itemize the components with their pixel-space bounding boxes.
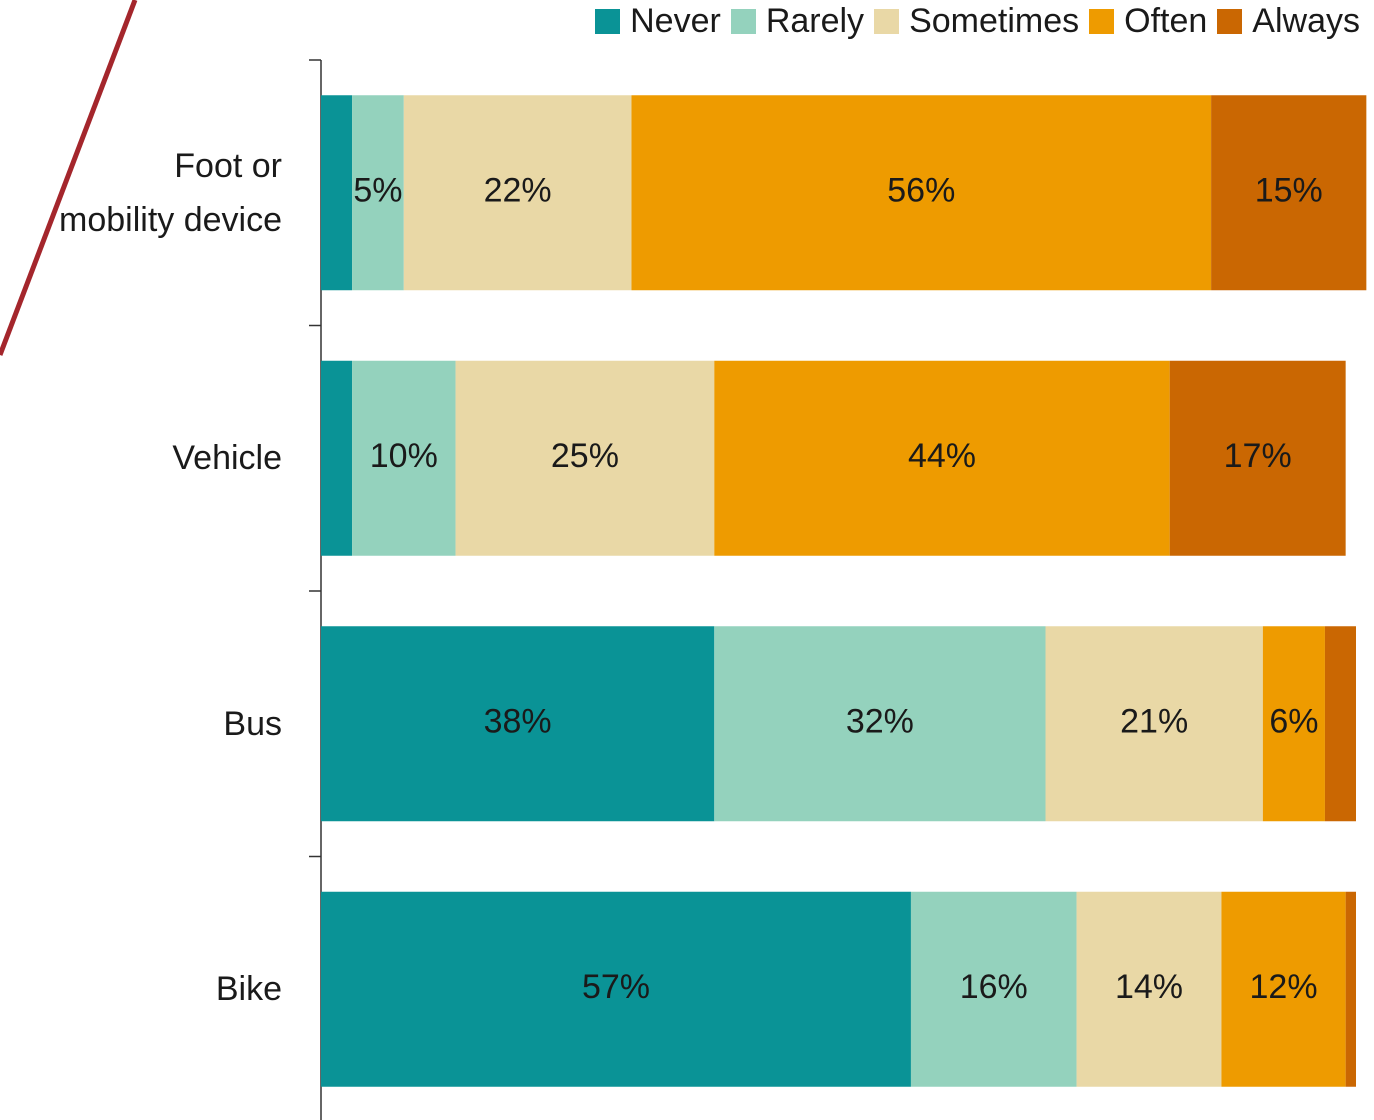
bar-segment xyxy=(321,360,353,556)
bar-segment xyxy=(631,95,1212,291)
data-label: 32% xyxy=(846,703,914,741)
data-label: 44% xyxy=(908,437,976,475)
legend-label: Rarely xyxy=(765,2,865,40)
bar-segment xyxy=(714,360,1170,556)
bar-segment xyxy=(321,891,911,1087)
data-label: 12% xyxy=(1250,968,1318,1006)
legend-label: Sometimes xyxy=(909,2,1080,40)
legend-item: Often xyxy=(1089,2,1207,41)
y-tick-label: Vehicle xyxy=(172,439,282,478)
data-label: 21% xyxy=(1120,703,1188,741)
legend-swatch xyxy=(1089,9,1115,34)
legend-item: Never xyxy=(595,2,721,41)
y-tick-label: Bus xyxy=(223,704,282,743)
data-label: 15% xyxy=(1255,172,1323,210)
legend-swatch xyxy=(595,9,621,34)
bar-segment xyxy=(321,95,353,291)
y-tick-label: Foot or mobility device xyxy=(59,146,282,239)
legend-label: Often xyxy=(1124,2,1208,40)
legend-item: Rarely xyxy=(730,2,865,41)
data-label: 22% xyxy=(484,172,552,210)
bar-segment xyxy=(910,891,1077,1087)
bar-segment xyxy=(1045,626,1263,822)
bar-segment xyxy=(1262,626,1325,822)
bar-segment xyxy=(352,360,456,556)
legend-item: Sometimes xyxy=(874,2,1079,41)
bar-segment xyxy=(321,626,715,822)
bar-segment xyxy=(1324,626,1356,822)
legend-swatch xyxy=(730,9,756,34)
bar-segment xyxy=(403,95,632,291)
bar-segment xyxy=(1345,891,1356,1087)
data-label: 56% xyxy=(887,172,955,210)
data-label: 17% xyxy=(1224,437,1292,475)
data-label: 38% xyxy=(484,703,552,741)
y-tick-label: Bike xyxy=(215,970,282,1009)
data-label: 57% xyxy=(582,968,650,1006)
bar-segment xyxy=(352,95,404,291)
legend-swatch xyxy=(874,9,900,34)
legend: Never Rarely Sometimes Often Always xyxy=(585,2,1360,41)
data-label: 5% xyxy=(353,172,402,210)
data-label: 16% xyxy=(960,968,1028,1006)
bar-segment xyxy=(1169,360,1346,556)
data-label: 14% xyxy=(1115,968,1183,1006)
bar-segment xyxy=(714,626,1046,822)
annotation-stroke xyxy=(0,0,138,356)
legend-label: Always xyxy=(1252,2,1360,40)
bar-segment xyxy=(1221,891,1346,1087)
bar-segment xyxy=(1211,95,1367,291)
data-label: 6% xyxy=(1269,703,1318,741)
legend-swatch xyxy=(1217,9,1243,34)
data-label: 10% xyxy=(370,437,438,475)
data-label: 25% xyxy=(551,437,619,475)
legend-item: Always xyxy=(1217,2,1360,41)
bar-segment xyxy=(1076,891,1222,1087)
bar-segment xyxy=(455,360,715,556)
legend-label: Never xyxy=(630,2,721,40)
